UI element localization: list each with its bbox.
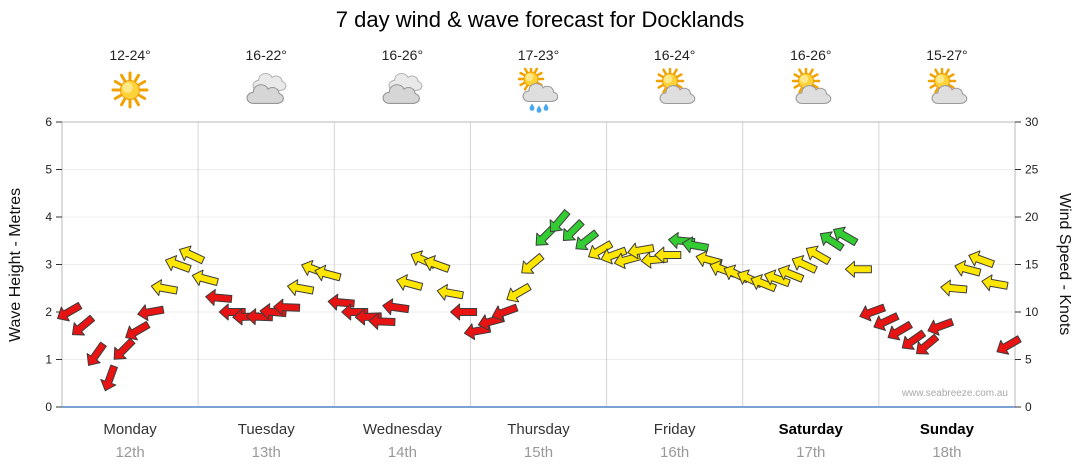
day-date: 12th	[115, 444, 145, 461]
svg-text:5: 5	[1025, 353, 1032, 367]
day-temp: 16-26°	[381, 47, 424, 63]
cloud-icon	[198, 66, 334, 116]
day-date: 18th	[932, 444, 962, 461]
cloud-icon	[334, 66, 470, 116]
svg-text:0: 0	[45, 400, 52, 414]
day-date: 14th	[387, 444, 417, 461]
sun-showers-icon	[470, 66, 606, 116]
day-date: 13th	[251, 444, 281, 461]
day-temp: 16-24°	[653, 47, 696, 63]
day-temp: 16-22°	[245, 47, 287, 63]
cloudy-icon	[246, 72, 287, 105]
day-name: Thursday	[507, 421, 570, 438]
right-axis-title: Wind Speed - Knots	[1056, 193, 1073, 336]
partly-cloudy-icon	[927, 68, 968, 104]
left-axis-title: Wave Height - Metres	[7, 187, 24, 342]
svg-text:4: 4	[45, 210, 52, 224]
day-name: Sunday	[919, 421, 974, 438]
day-temp: 12-24°	[109, 47, 151, 63]
page-title: 7 day wind & wave forecast for Docklands	[335, 7, 745, 32]
day-names-row: Monday Tuesday Wednesday Thursday Friday…	[62, 421, 1015, 438]
cloudy-icon	[382, 72, 423, 105]
svg-text:5: 5	[45, 163, 52, 177]
watermark: www.seabreeze.com.au	[901, 388, 1008, 399]
day-name: Friday	[653, 421, 696, 438]
sun-cloud-icon	[743, 66, 879, 116]
sun-cloud-icon	[607, 66, 743, 116]
day-dates-row: 12th 13th 14th 15th 16th 17th 18th	[62, 444, 1015, 461]
partly-cloudy-icon	[791, 68, 831, 104]
svg-text:15: 15	[1025, 258, 1039, 272]
svg-text:30: 30	[1025, 115, 1039, 129]
day-name: Wednesday	[362, 421, 442, 438]
svg-text:1: 1	[45, 353, 52, 367]
day-name: Monday	[103, 421, 157, 438]
day-date: 16th	[660, 444, 690, 461]
svg-text:20: 20	[1025, 210, 1039, 224]
day-date: 15th	[523, 444, 554, 461]
svg-text:10: 10	[1025, 305, 1039, 319]
temperature-row: 12-24° 16-22° 16-26° 17-23° 16-24° 16-26…	[62, 47, 1015, 63]
sun-cloud-icon	[879, 66, 1015, 116]
svg-text:6: 6	[45, 115, 52, 129]
sun-icon	[62, 66, 198, 116]
partly-cloudy-icon	[655, 68, 695, 104]
svg-text:0: 0	[1025, 400, 1032, 414]
day-temp: 16-26°	[790, 47, 832, 63]
svg-text:25: 25	[1025, 163, 1039, 177]
svg-text:2: 2	[45, 305, 52, 319]
day-temp: 17-23°	[517, 47, 560, 63]
day-temp: 15-27°	[926, 47, 968, 63]
weather-icons-row	[62, 66, 1015, 116]
day-date: 17th	[796, 444, 826, 461]
sunny-icon	[111, 71, 149, 109]
day-name: Tuesday	[237, 421, 295, 438]
svg-text:3: 3	[45, 258, 52, 272]
day-name: Saturday	[778, 421, 843, 438]
sun-showers-icon	[518, 68, 559, 113]
